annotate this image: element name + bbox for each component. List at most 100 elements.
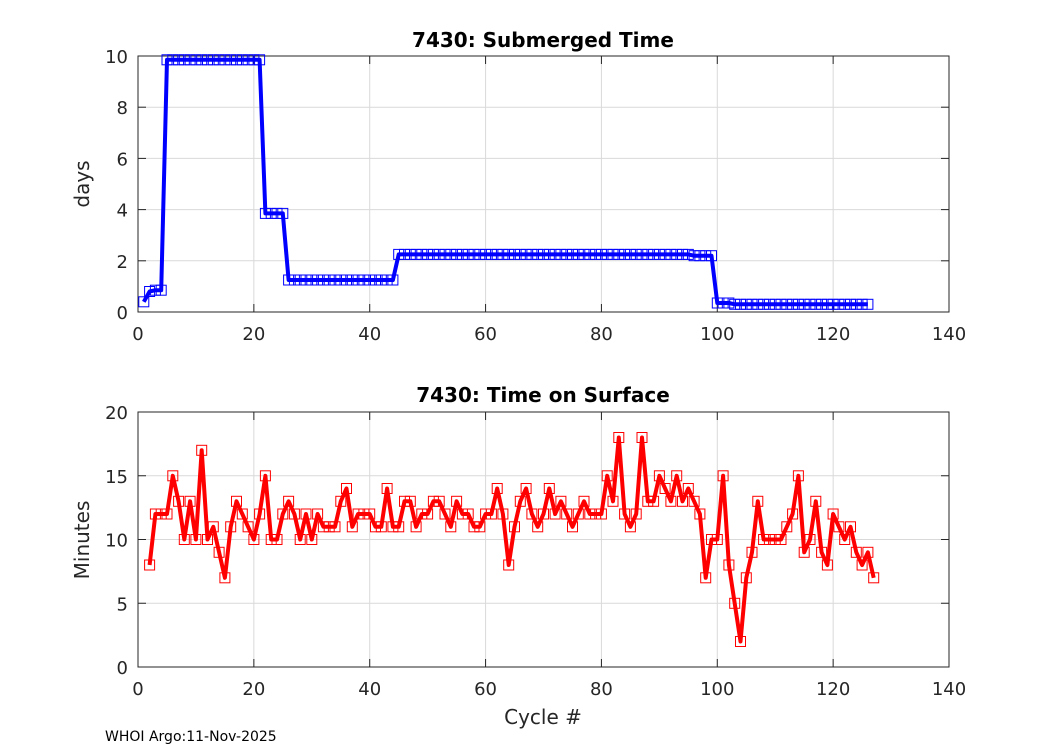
- data-point: [555, 495, 567, 507]
- data-point: [236, 54, 248, 66]
- data-point: [792, 298, 804, 310]
- data-point: [735, 298, 746, 310]
- data-point: [833, 298, 845, 310]
- data-point: [433, 495, 445, 507]
- data-point: [335, 274, 347, 286]
- data-point: [149, 284, 161, 296]
- data-point: [717, 470, 729, 482]
- data-point: [729, 298, 741, 310]
- data-point: [213, 546, 225, 558]
- data-point: [248, 534, 260, 545]
- data-point: [688, 250, 700, 262]
- chart-title: 7430: Time on Surface: [416, 383, 670, 407]
- data-point: [856, 298, 868, 310]
- data-point: [370, 521, 381, 533]
- data-point: [856, 559, 868, 571]
- data-point: [387, 521, 399, 533]
- data-point: [561, 248, 573, 260]
- data-point: [236, 508, 248, 520]
- data-point: [283, 495, 295, 507]
- data-point: [717, 297, 729, 309]
- y-axis-label: days: [70, 160, 94, 207]
- data-point: [601, 470, 613, 482]
- data-point: [792, 470, 804, 482]
- surface-time-chart: 0 20 40 60 80 100 120 140 0 5 10 15 20 7430: Time on …: [70, 383, 966, 729]
- y-tick-label: 4: [117, 201, 128, 222]
- data-point: [306, 534, 318, 545]
- data-point: [213, 54, 225, 66]
- data-point: [567, 521, 578, 533]
- data-point: [555, 248, 567, 260]
- data-point: [514, 495, 526, 507]
- data-point: [433, 248, 445, 260]
- x-tick-label: 80: [590, 679, 613, 700]
- data-point: [242, 54, 254, 66]
- data-point: [341, 483, 352, 494]
- data-point: [259, 207, 271, 219]
- data-point: [300, 508, 312, 520]
- data-point: [271, 207, 283, 219]
- data-point: [590, 248, 602, 260]
- y-axis-label: Minutes: [70, 501, 94, 580]
- data-point: [700, 250, 712, 262]
- data-point: [503, 248, 515, 260]
- x-tick-label: 60: [474, 679, 497, 700]
- data-point: [155, 508, 167, 520]
- y-tick-label: 2: [117, 252, 128, 273]
- x-tick-label: 100: [700, 679, 734, 700]
- data-point: [735, 636, 746, 647]
- data-point: [456, 248, 468, 260]
- data-point: [624, 521, 636, 533]
- data-point: [173, 54, 185, 66]
- x-tick-label: 140: [932, 679, 966, 700]
- data-point: [514, 248, 526, 260]
- data-point: [474, 521, 486, 533]
- data-point: [410, 248, 422, 260]
- data-point: [601, 248, 613, 260]
- data-point: [451, 248, 463, 260]
- data-point: [427, 248, 439, 260]
- data-point: [752, 298, 764, 310]
- data-point: [497, 508, 509, 520]
- x-tick-label: 40: [358, 679, 381, 700]
- data-point: [711, 534, 723, 545]
- data-point: [595, 508, 607, 520]
- data-point: [300, 274, 312, 286]
- data-point: [202, 54, 213, 66]
- x-tick-label: 80: [590, 324, 613, 345]
- data-point: [810, 298, 822, 310]
- data-point: [653, 470, 665, 482]
- data-point: [231, 54, 242, 66]
- data-point: [567, 248, 578, 260]
- data-point: [816, 546, 828, 558]
- data-point: [485, 508, 497, 520]
- data-point: [364, 508, 376, 520]
- axes-box: [137, 55, 950, 313]
- submerged-time-chart: 0 20 40 60 80 100 120 140 0 2 4 6 8 10 7430: Submerge…: [70, 28, 966, 345]
- data-point: [520, 248, 532, 260]
- y-tick-label: 0: [117, 303, 128, 324]
- data-point: [497, 248, 509, 260]
- data-point: [804, 298, 816, 310]
- data-point: [729, 597, 741, 609]
- data-point: [393, 248, 405, 260]
- data-point: [769, 298, 781, 310]
- data-point: [781, 298, 793, 310]
- data-point: [323, 274, 335, 286]
- data-point: [346, 274, 358, 286]
- data-point: [781, 521, 793, 533]
- data-point: [225, 54, 237, 66]
- data-point: [578, 248, 590, 260]
- data-point: [538, 248, 549, 260]
- data-point: [387, 274, 399, 286]
- data-point: [491, 248, 503, 260]
- data-point: [265, 534, 277, 545]
- data-point: [422, 508, 434, 520]
- data-point: [763, 298, 775, 310]
- data-point: [839, 298, 851, 310]
- data-point: [404, 495, 416, 507]
- y-tick-label: 0: [117, 658, 128, 679]
- data-point: [538, 508, 549, 520]
- data-point: [196, 54, 208, 66]
- series-line: [147, 435, 876, 644]
